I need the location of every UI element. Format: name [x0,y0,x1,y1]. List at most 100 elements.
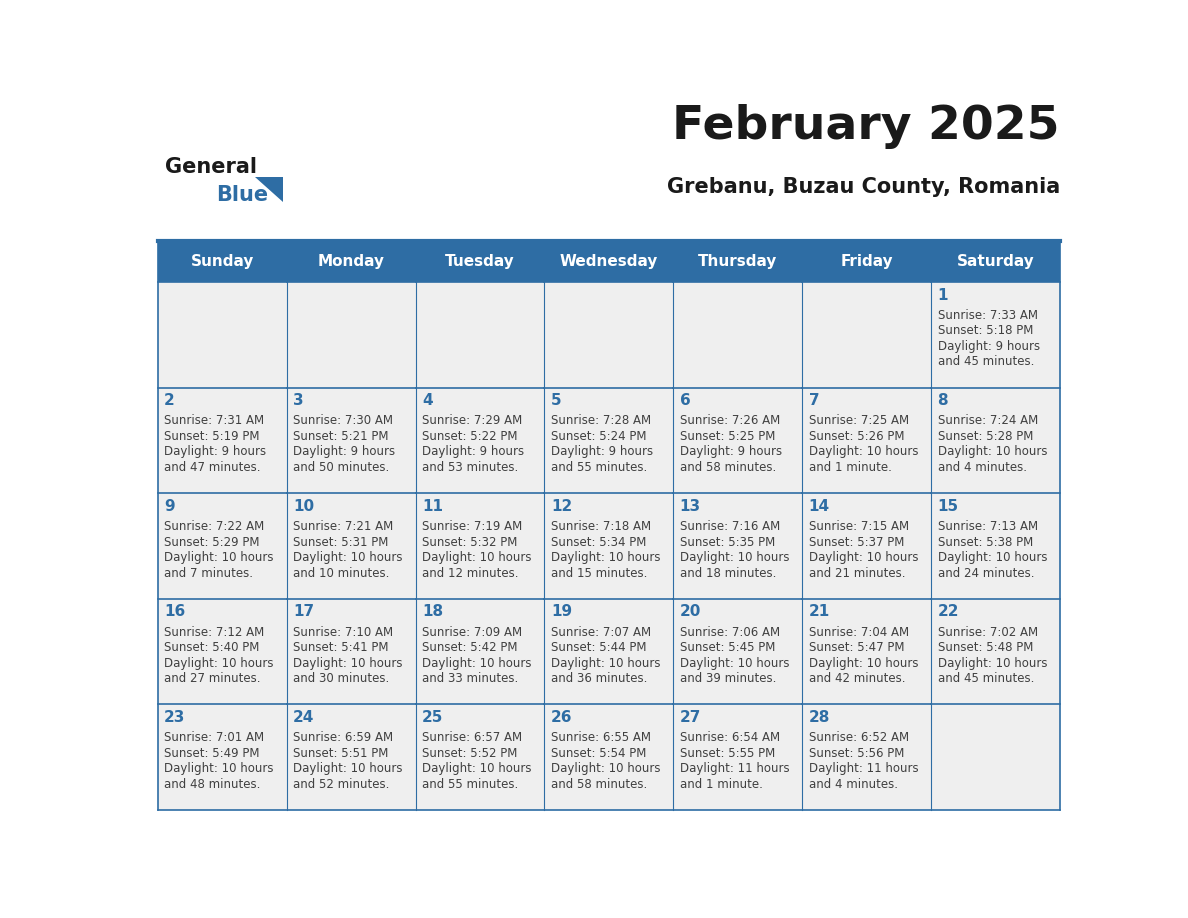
Text: Daylight: 10 hours: Daylight: 10 hours [937,551,1047,564]
Text: Sunset: 5:45 PM: Sunset: 5:45 PM [680,641,775,655]
Bar [802,387,931,493]
Text: 1: 1 [937,287,948,303]
Bar [544,282,674,387]
Text: and 7 minutes.: and 7 minutes. [164,566,253,579]
Text: Sunrise: 7:18 AM: Sunrise: 7:18 AM [551,520,651,533]
Text: Blue: Blue [216,185,267,205]
Bar [674,704,802,810]
Text: General: General [165,157,257,177]
Text: and 39 minutes.: and 39 minutes. [680,672,776,685]
Text: Daylight: 11 hours: Daylight: 11 hours [809,762,918,776]
Text: Sunrise: 7:21 AM: Sunrise: 7:21 AM [293,520,393,533]
Text: February 2025: February 2025 [672,104,1060,149]
Text: Daylight: 10 hours: Daylight: 10 hours [422,551,531,564]
Text: and 52 minutes.: and 52 minutes. [293,778,390,791]
Text: Wednesday: Wednesday [560,254,658,269]
Text: and 15 minutes.: and 15 minutes. [551,566,647,579]
Text: Sunset: 5:18 PM: Sunset: 5:18 PM [937,324,1032,337]
Text: 13: 13 [680,498,701,514]
Text: Sunrise: 6:54 AM: Sunrise: 6:54 AM [680,732,779,744]
Text: Monday: Monday [317,254,385,269]
Bar [158,493,286,599]
Text: Daylight: 10 hours: Daylight: 10 hours [680,656,789,670]
Bar [416,704,544,810]
Text: Sunrise: 7:15 AM: Sunrise: 7:15 AM [809,520,909,533]
Text: 19: 19 [551,604,571,620]
Text: 7: 7 [809,393,820,409]
Bar [158,387,286,493]
Bar [286,282,416,387]
Bar [158,599,286,704]
Text: Sunrise: 7:10 AM: Sunrise: 7:10 AM [293,625,393,639]
Bar [931,704,1060,810]
Bar [802,282,931,387]
Bar [286,387,416,493]
Text: and 18 minutes.: and 18 minutes. [680,566,776,579]
Text: Sunrise: 6:55 AM: Sunrise: 6:55 AM [551,732,651,744]
Text: and 21 minutes.: and 21 minutes. [809,566,905,579]
Text: and 58 minutes.: and 58 minutes. [551,778,647,791]
Text: 24: 24 [293,710,315,725]
Text: Sunset: 5:54 PM: Sunset: 5:54 PM [551,746,646,760]
Text: Sunrise: 7:30 AM: Sunrise: 7:30 AM [293,414,393,428]
Text: Sunset: 5:40 PM: Sunset: 5:40 PM [164,641,259,655]
Bar [286,599,416,704]
Text: Daylight: 9 hours: Daylight: 9 hours [422,445,524,458]
Text: and 55 minutes.: and 55 minutes. [422,778,518,791]
Text: Daylight: 10 hours: Daylight: 10 hours [422,656,531,670]
Text: Sunset: 5:21 PM: Sunset: 5:21 PM [293,430,388,443]
Text: Sunrise: 7:06 AM: Sunrise: 7:06 AM [680,625,779,639]
Text: Sunset: 5:56 PM: Sunset: 5:56 PM [809,746,904,760]
Text: Sunrise: 7:26 AM: Sunrise: 7:26 AM [680,414,781,428]
Bar [158,704,286,810]
Text: Sunset: 5:48 PM: Sunset: 5:48 PM [937,641,1032,655]
Text: Sunrise: 7:02 AM: Sunrise: 7:02 AM [937,625,1037,639]
Text: Sunset: 5:22 PM: Sunset: 5:22 PM [422,430,518,443]
Text: Daylight: 10 hours: Daylight: 10 hours [164,551,273,564]
Text: and 48 minutes.: and 48 minutes. [164,778,260,791]
Text: and 1 minute.: and 1 minute. [809,461,891,474]
Text: Sunrise: 7:13 AM: Sunrise: 7:13 AM [937,520,1037,533]
Bar [416,493,544,599]
Text: Sunrise: 7:04 AM: Sunrise: 7:04 AM [809,625,909,639]
Text: 2: 2 [164,393,175,409]
Text: 5: 5 [551,393,562,409]
Text: Sunset: 5:49 PM: Sunset: 5:49 PM [164,746,260,760]
Polygon shape [255,177,283,202]
Bar [158,282,286,387]
Text: Sunset: 5:47 PM: Sunset: 5:47 PM [809,641,904,655]
Text: and 4 minutes.: and 4 minutes. [809,778,898,791]
Bar [158,241,1060,282]
Text: Daylight: 10 hours: Daylight: 10 hours [551,762,661,776]
Text: Daylight: 9 hours: Daylight: 9 hours [937,340,1040,353]
Text: and 55 minutes.: and 55 minutes. [551,461,647,474]
Text: 21: 21 [809,604,830,620]
Text: Sunrise: 7:12 AM: Sunrise: 7:12 AM [164,625,265,639]
Bar [544,599,674,704]
Text: 20: 20 [680,604,701,620]
Text: Sunset: 5:55 PM: Sunset: 5:55 PM [680,746,775,760]
Text: Daylight: 10 hours: Daylight: 10 hours [293,762,403,776]
Text: and 1 minute.: and 1 minute. [680,778,763,791]
Text: Sunset: 5:41 PM: Sunset: 5:41 PM [293,641,388,655]
Bar [286,493,416,599]
Text: Daylight: 9 hours: Daylight: 9 hours [680,445,782,458]
Text: Sunset: 5:31 PM: Sunset: 5:31 PM [293,535,388,549]
Text: 27: 27 [680,710,701,725]
Text: Sunrise: 7:16 AM: Sunrise: 7:16 AM [680,520,781,533]
Text: 28: 28 [809,710,830,725]
Text: and 27 minutes.: and 27 minutes. [164,672,260,685]
Text: Sunset: 5:42 PM: Sunset: 5:42 PM [422,641,518,655]
Text: Friday: Friday [840,254,893,269]
Bar [544,704,674,810]
Text: Daylight: 9 hours: Daylight: 9 hours [551,445,653,458]
Text: Sunset: 5:24 PM: Sunset: 5:24 PM [551,430,646,443]
Bar [931,282,1060,387]
Text: Daylight: 10 hours: Daylight: 10 hours [809,656,918,670]
Text: 23: 23 [164,710,185,725]
Text: Sunrise: 7:01 AM: Sunrise: 7:01 AM [164,732,264,744]
Bar [674,387,802,493]
Text: Sunrise: 7:33 AM: Sunrise: 7:33 AM [937,308,1037,322]
Bar [416,387,544,493]
Text: Sunset: 5:32 PM: Sunset: 5:32 PM [422,535,517,549]
